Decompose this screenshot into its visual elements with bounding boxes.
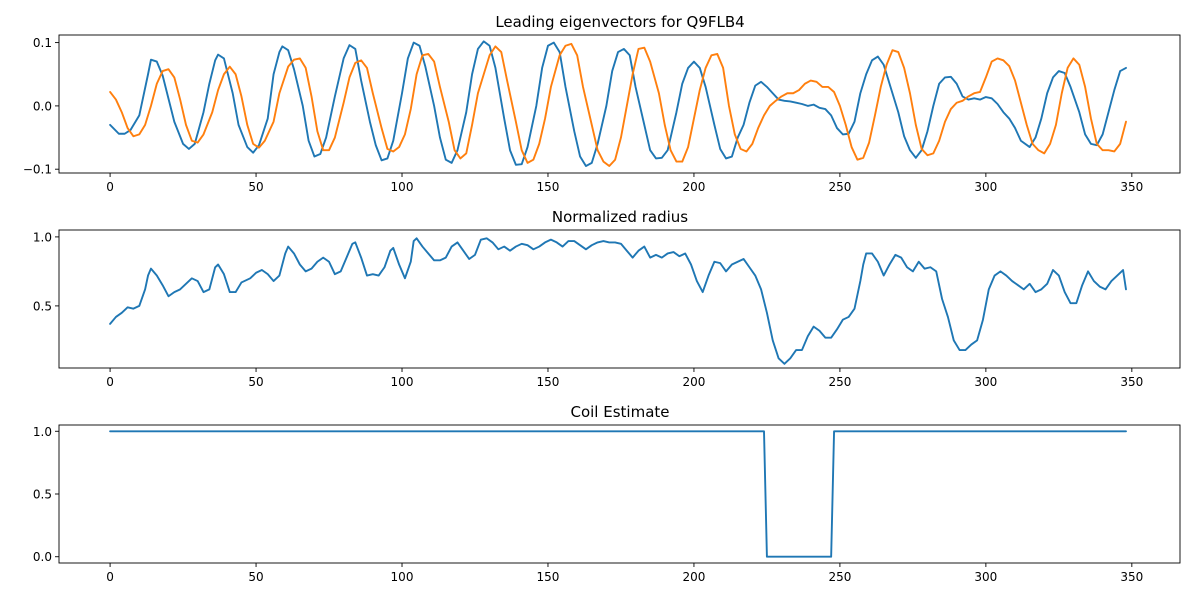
coil-y-tick-label: 1.0	[33, 425, 52, 439]
eigenvector-chart-title: Leading eigenvectors for Q9FLB4	[495, 13, 744, 31]
coil-x-tick-label: 250	[828, 570, 851, 584]
eigenvector-x-tick-label: 350	[1120, 180, 1143, 194]
radius-y-tick-label: 0.5	[33, 299, 52, 313]
coil-series-0-line	[109, 430, 1127, 558]
radius-plot-frame	[58, 229, 1181, 369]
coil-x-tick-label: 0	[106, 570, 114, 584]
radius-x-tick-label: 50	[248, 375, 263, 389]
radius-x-tick-label: 350	[1120, 375, 1143, 389]
coil-x-tick-label: 150	[537, 570, 560, 584]
coil-axes: Coil Estimate 0 50 100 150 200 250 300 350 0.0 0.…	[33, 403, 1181, 584]
radius-x-tick-label: 250	[828, 375, 851, 389]
radius-x-tick-label: 200	[682, 375, 705, 389]
eigenvector-x-tick-label: 250	[828, 180, 851, 194]
eigenvector-y-tick-label: −0.1	[23, 163, 52, 177]
eigenvector-plot-frame	[58, 34, 1181, 174]
eigenvector-axes: Leading eigenvectors for Q9FLB4 0 50 100 15…	[23, 13, 1181, 194]
coil-x-tick-label: 300	[974, 570, 997, 584]
eigenvector-x-tick-label: 100	[391, 180, 414, 194]
radius-y-tick-label: 1.0	[33, 230, 52, 244]
radius-axes: Normalized radius 0 50 100 150 200 250 300 350 0…	[33, 208, 1181, 389]
eigenvector-series-1-line	[109, 42, 1127, 167]
coil-chart-title: Coil Estimate	[570, 403, 669, 421]
coil-plot-frame	[58, 424, 1181, 564]
radius-x-tick-label: 300	[974, 375, 997, 389]
radius-x-tick-label: 0	[106, 375, 114, 389]
coil-x-tick-label: 50	[248, 570, 263, 584]
coil-y-tick-label: 0.5	[33, 488, 52, 502]
eigenvector-y-tick-label: 0.0	[33, 99, 52, 113]
radius-series-0-line	[109, 237, 1127, 365]
radius-x-tick-label: 150	[537, 375, 560, 389]
eigenvector-series-0-line	[109, 40, 1127, 167]
eigenvector-x-tick-label: 200	[682, 180, 705, 194]
coil-y-tick-label: 0.0	[33, 550, 52, 564]
eigenvector-x-tick-label: 150	[537, 180, 560, 194]
coil-x-tick-label: 350	[1120, 570, 1143, 584]
coil-x-tick-label: 100	[391, 570, 414, 584]
coil-x-tick-label: 200	[682, 570, 705, 584]
eigenvector-y-tick-label: 0.1	[33, 36, 52, 50]
radius-chart-title: Normalized radius	[552, 208, 688, 226]
eigenvector-x-tick-label: 300	[974, 180, 997, 194]
eigenvector-x-tick-label: 50	[248, 180, 263, 194]
radius-x-tick-label: 100	[391, 375, 414, 389]
eigenvector-x-tick-label: 0	[106, 180, 114, 194]
